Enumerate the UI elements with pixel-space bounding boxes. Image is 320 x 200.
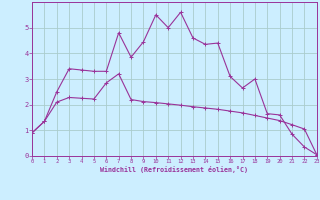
X-axis label: Windchill (Refroidissement éolien,°C): Windchill (Refroidissement éolien,°C) [100,166,248,173]
